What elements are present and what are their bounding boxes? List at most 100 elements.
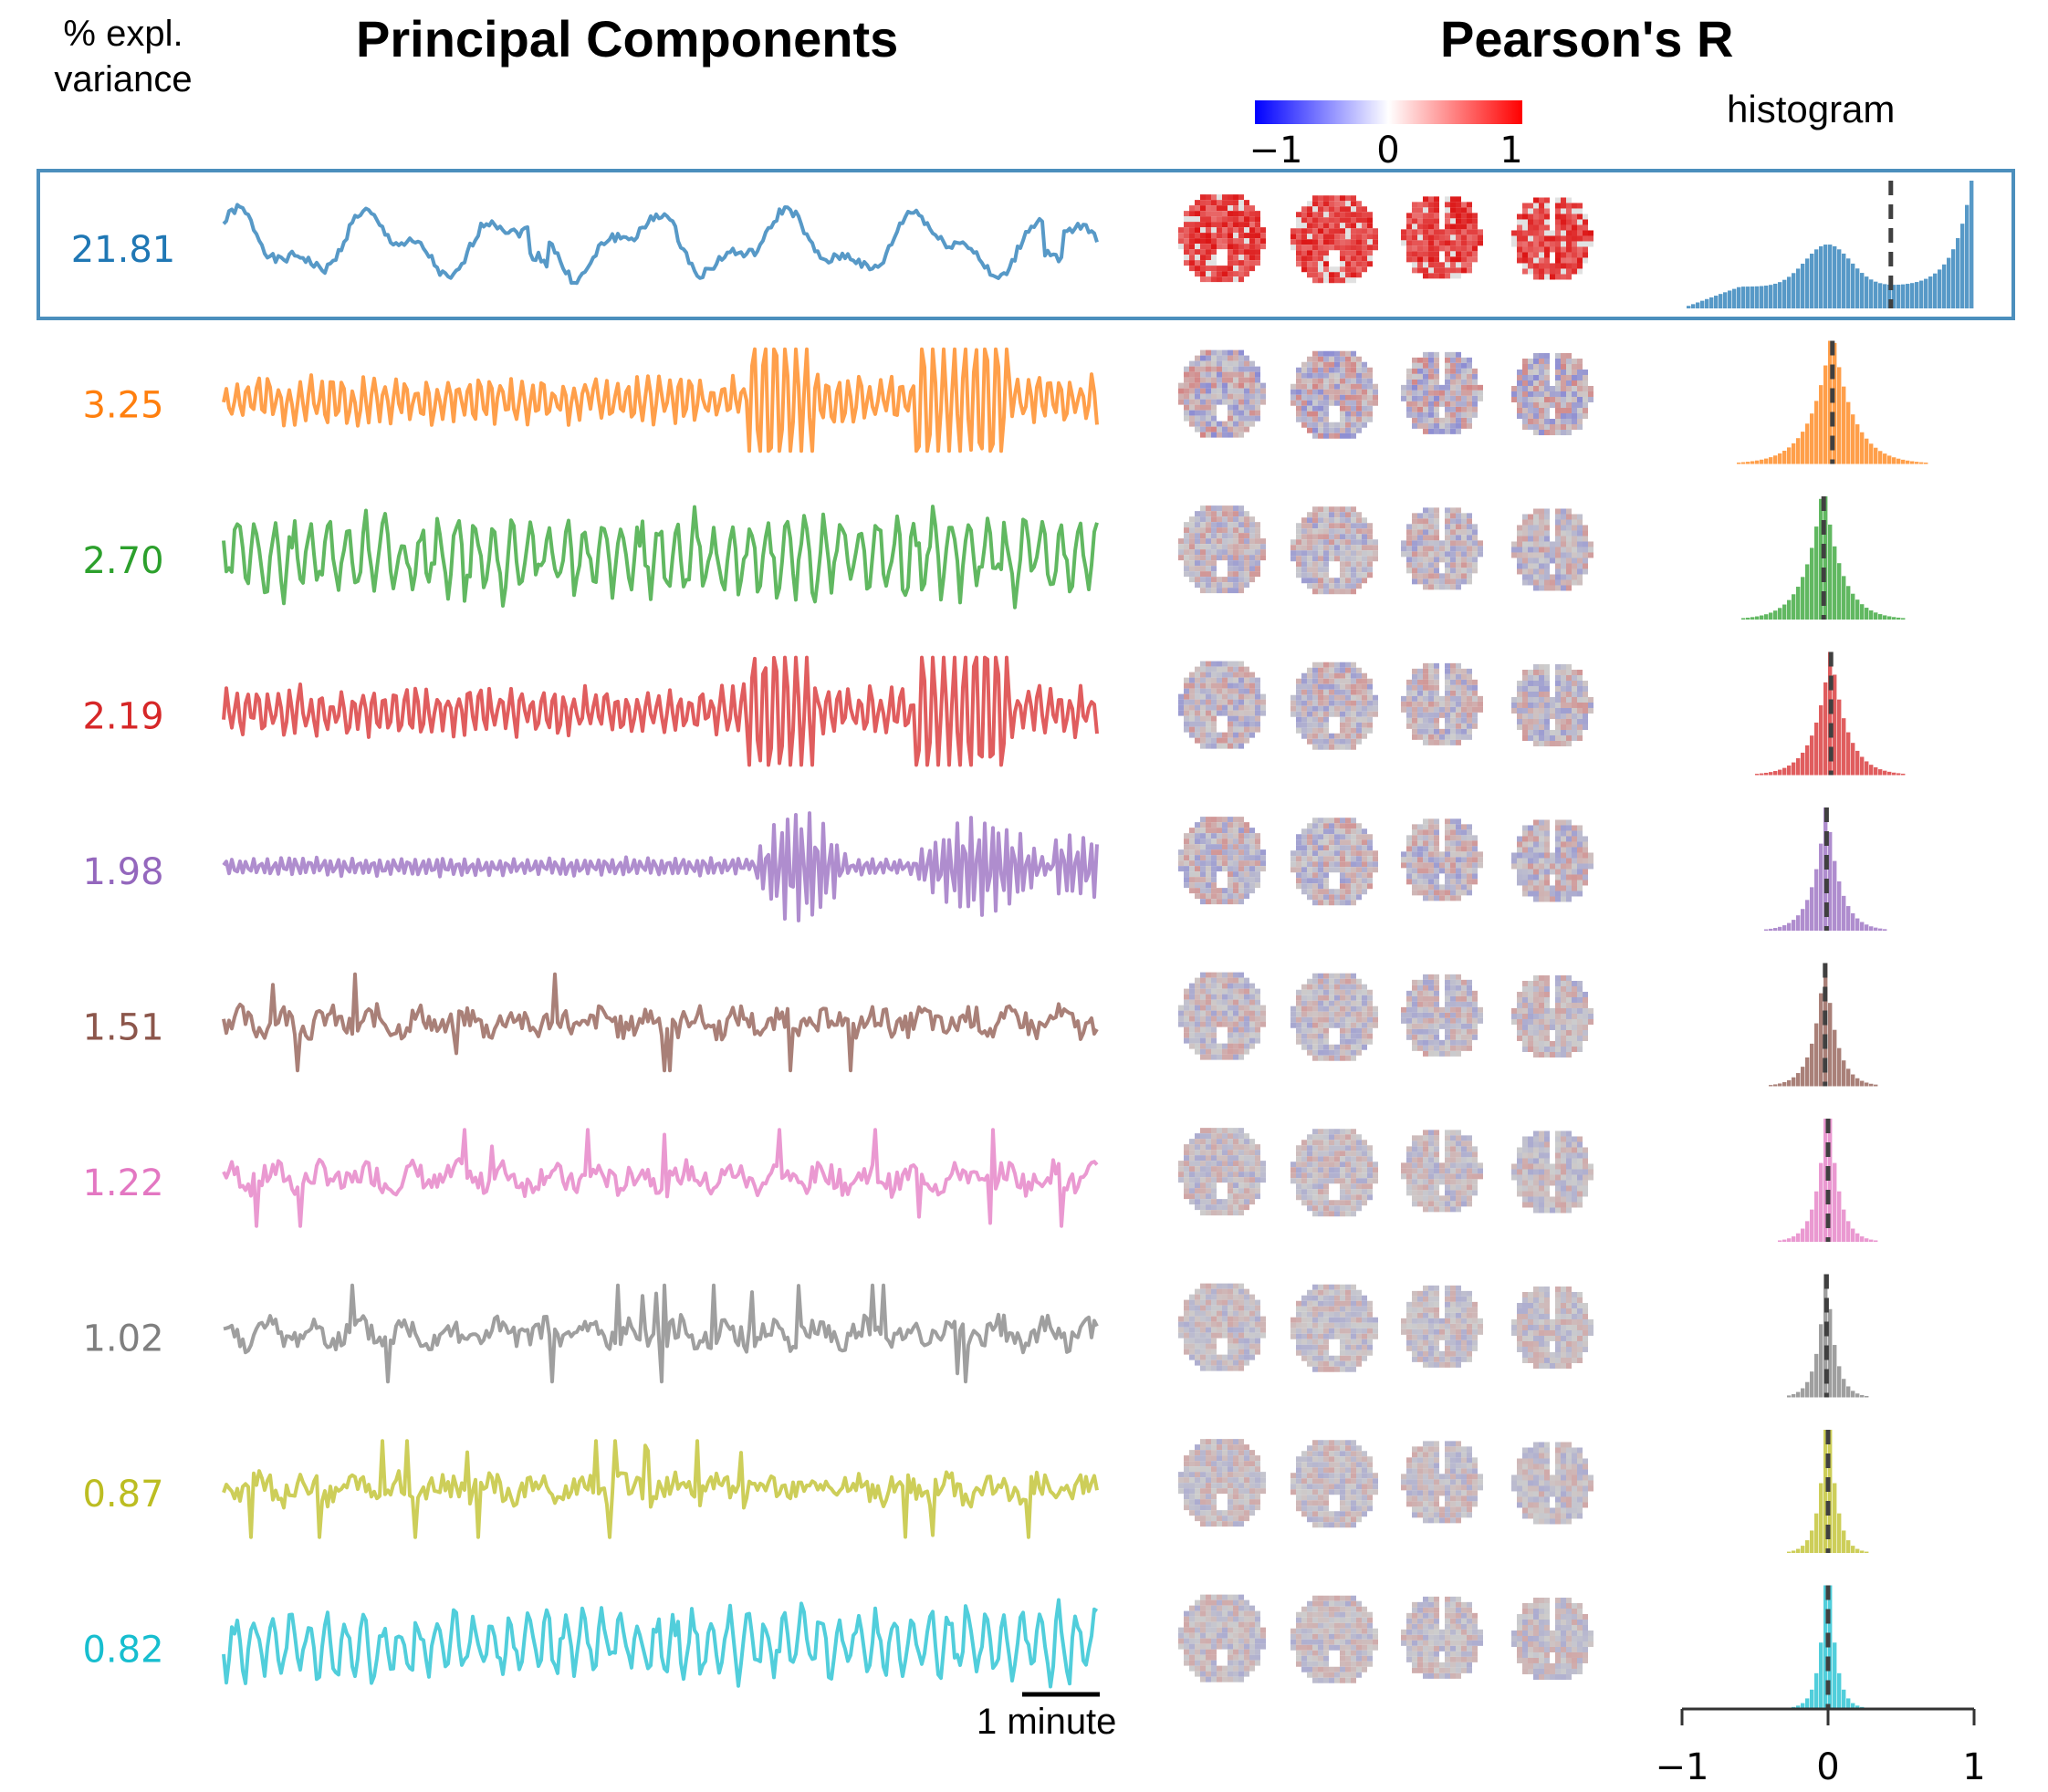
- brain-voxel: [1340, 432, 1345, 439]
- brain-voxel: [1184, 538, 1189, 545]
- brain-voxel: [1478, 229, 1483, 235]
- brain-voxel: [1217, 538, 1222, 545]
- brain-voxel: [1577, 203, 1583, 209]
- brain-voxel: [1351, 545, 1356, 551]
- brain-voxel: [1566, 219, 1572, 225]
- brain-voxel: [1461, 373, 1467, 380]
- brain-voxel: [1238, 899, 1244, 905]
- brain-voxel: [1423, 196, 1428, 203]
- brain-voxel: [1323, 984, 1329, 990]
- brain-voxel: [1200, 382, 1206, 389]
- brain-voxel: [1417, 540, 1423, 547]
- brain-voxel: [1238, 737, 1244, 744]
- brain-voxel: [1533, 380, 1539, 386]
- brain-voxel: [1334, 672, 1340, 679]
- brain-voxel: [1211, 1016, 1217, 1022]
- brain-voxel: [1456, 873, 1461, 880]
- brain-voxel: [1244, 1043, 1249, 1049]
- brain-voxel: [1544, 852, 1550, 859]
- brain-voxel: [1189, 366, 1195, 372]
- brain-voxel: [1555, 423, 1561, 430]
- brain-voxel: [1222, 1144, 1228, 1151]
- brain-voxel: [1345, 694, 1351, 701]
- brain-voxel: [1206, 582, 1211, 589]
- brain-voxel: [1522, 219, 1528, 225]
- brain-voxel: [1301, 1022, 1307, 1028]
- brain-voxel: [1238, 1144, 1244, 1151]
- brain-voxel: [1312, 277, 1318, 284]
- brain-voxel: [1351, 678, 1356, 684]
- brain-voxel: [1195, 682, 1200, 689]
- brain-voxel: [1539, 363, 1544, 370]
- brain-voxel: [1296, 539, 1301, 546]
- brain-voxel: [1233, 1010, 1238, 1016]
- brain-voxel: [1178, 233, 1184, 239]
- brain-voxel: [1206, 1048, 1211, 1055]
- brain-voxel: [1528, 246, 1533, 253]
- brain-voxel: [1222, 516, 1228, 523]
- brain-slice: [1290, 1129, 1378, 1217]
- brain-voxel: [1340, 989, 1345, 995]
- brain-voxel: [1233, 666, 1238, 672]
- brain-voxel: [1340, 506, 1345, 513]
- brain-voxel: [1417, 218, 1423, 224]
- brain-voxel: [1345, 245, 1351, 251]
- histogram-bar: [1746, 287, 1750, 308]
- brain-voxel: [1217, 666, 1222, 672]
- brain-voxel: [1450, 273, 1456, 279]
- brain-voxel: [1550, 574, 1555, 580]
- brain-voxel: [1450, 739, 1456, 745]
- brain-voxel: [1450, 540, 1456, 547]
- brain-voxel: [1340, 217, 1345, 224]
- brain-voxel: [1200, 849, 1206, 856]
- brain-voxel: [1522, 1013, 1528, 1019]
- brain-voxel: [1406, 218, 1412, 224]
- brain-voxel: [1345, 989, 1351, 995]
- brain-voxel: [1428, 196, 1434, 203]
- brain-voxel: [1401, 395, 1406, 401]
- brain-voxel: [1184, 1026, 1189, 1033]
- brain-voxel: [1588, 552, 1593, 558]
- brain-voxel: [1184, 211, 1189, 217]
- brain-voxel: [1195, 582, 1200, 589]
- histogram-bar: [1819, 385, 1823, 464]
- brain-voxel: [1217, 244, 1222, 250]
- brain-voxel: [1533, 1051, 1539, 1057]
- brain-voxel: [1334, 678, 1340, 684]
- histogram-bar: [1947, 257, 1951, 308]
- brain-voxel: [1555, 530, 1561, 537]
- brain-voxel: [1345, 350, 1351, 357]
- brain-voxel: [1244, 527, 1249, 534]
- component-rows: 21.813.252.702.191.981.511.221.020.870.8…: [71, 181, 1974, 1709]
- brain-voxel: [1233, 260, 1238, 266]
- brain-voxel: [1340, 583, 1345, 589]
- brain-voxel: [1423, 202, 1428, 208]
- brain-voxel: [1217, 355, 1222, 361]
- brain-voxel: [1472, 412, 1478, 418]
- brain-voxel: [1195, 1204, 1200, 1211]
- brain-voxel: [1434, 507, 1439, 514]
- brain-voxel: [1217, 382, 1222, 389]
- brain-voxel: [1244, 1048, 1249, 1055]
- brain-voxel: [1356, 383, 1362, 390]
- brain-voxel: [1233, 371, 1238, 378]
- brain-voxel: [1238, 833, 1244, 839]
- brain-voxel: [1222, 661, 1228, 667]
- brain-voxel: [1367, 883, 1373, 890]
- brain-voxel: [1228, 200, 1233, 206]
- brain-voxel: [1517, 563, 1522, 569]
- brain-voxel: [1228, 571, 1233, 578]
- brain-voxel: [1362, 672, 1367, 679]
- component-row: 1.51: [82, 963, 1878, 1087]
- histogram-bar: [1901, 459, 1906, 464]
- brain-voxel: [1445, 974, 1450, 980]
- brain-voxel: [1296, 1011, 1301, 1017]
- brain-voxel: [1228, 817, 1233, 823]
- brain-voxel: [1217, 432, 1222, 438]
- brain-voxel: [1362, 266, 1367, 273]
- brain-voxel: [1211, 860, 1217, 867]
- brain-voxel: [1228, 855, 1233, 861]
- brain-voxel: [1200, 833, 1206, 839]
- brain-voxel: [1238, 227, 1244, 234]
- brain-voxel: [1412, 535, 1417, 541]
